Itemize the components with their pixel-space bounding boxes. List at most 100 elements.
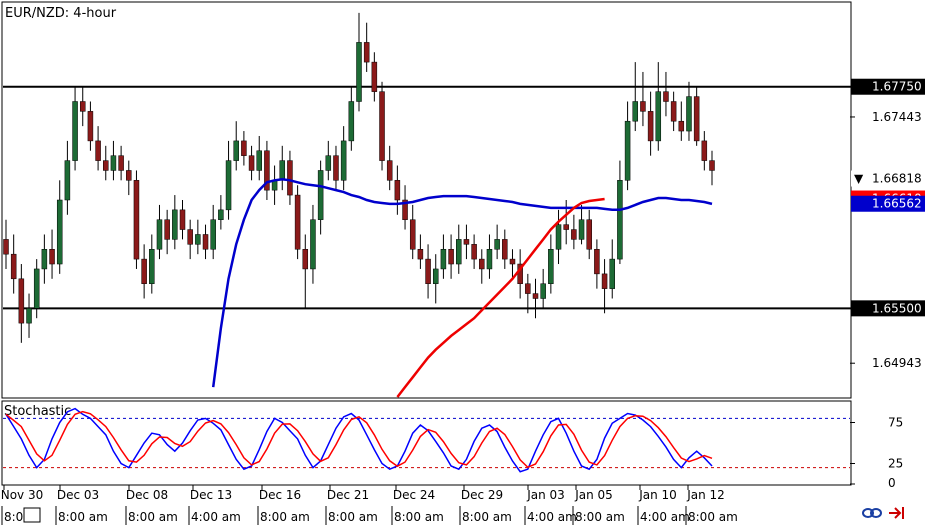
- moving-average-red: [396, 197, 605, 398]
- candle-body: [79, 101, 86, 112]
- candle-body: [509, 258, 516, 265]
- scroll-thumb[interactable]: [23, 507, 41, 523]
- stochastic-pane: [1, 400, 852, 486]
- candle-body: [647, 111, 654, 142]
- candle-body: [64, 160, 71, 201]
- level-label-resistance: 1.67750: [872, 80, 922, 94]
- time-label: 8:00 am: [575, 510, 625, 524]
- candle-body: [202, 234, 209, 250]
- candle-body: [49, 249, 55, 265]
- candle-body: [532, 293, 539, 299]
- candle-body: [632, 101, 639, 122]
- candle-body: [333, 155, 339, 181]
- price-tag-current-price: [851, 170, 925, 187]
- candle-body: [617, 180, 623, 260]
- candle-body: [678, 120, 685, 132]
- candle-body: [663, 91, 669, 102]
- candle-body: [563, 224, 569, 230]
- candle-body: [302, 249, 309, 270]
- candle-body: [432, 268, 439, 284]
- time-axis: Nov 30 Dec 03 Dec 08 Dec 13 Dec 16 Dec 21 Dec …: [1, 485, 738, 525]
- sync-icon[interactable]: [862, 508, 882, 518]
- candle-body: [248, 155, 255, 171]
- candle-body: [555, 224, 562, 250]
- stochastic-title: Stochastic: [4, 404, 71, 419]
- candle-body: [348, 101, 355, 142]
- candle-body: [287, 160, 293, 196]
- candle-body: [379, 91, 385, 161]
- candle-body: [609, 258, 615, 289]
- candle-body: [409, 219, 416, 250]
- time-label: 8:00 am: [128, 510, 178, 524]
- stochastic-tick-label: 25: [888, 457, 903, 471]
- date-label: Jan 10: [638, 488, 677, 502]
- candle-body: [417, 249, 424, 260]
- candle-body: [686, 96, 692, 132]
- time-label: 8:00 am: [260, 510, 310, 524]
- candle-body: [540, 283, 546, 299]
- stochastic-layer: 75 25 0: [3, 407, 903, 490]
- candle-body: [456, 239, 462, 265]
- candle-body: [141, 258, 147, 284]
- stochastic-d-line: [5, 410, 713, 469]
- price-tag-label-current-price: 1.66818: [872, 172, 922, 186]
- levels-layer: 1.67750 1.65500: [3, 78, 925, 317]
- date-label: Nov 30: [1, 488, 44, 502]
- time-label: 8:00 am: [394, 510, 444, 524]
- price-tag-marker: ▼: [854, 172, 864, 186]
- candle-body: [594, 249, 600, 275]
- candle-body: [670, 101, 677, 122]
- candle-body: [3, 239, 9, 255]
- time-label: 4:00 am: [527, 510, 577, 524]
- time-label: 4:00 am: [191, 510, 241, 524]
- time-label: 8:0: [4, 510, 23, 524]
- scroll-to-end-icon[interactable]: [889, 507, 904, 519]
- stochastic-tick-label: 75: [888, 416, 903, 430]
- candle-body: [402, 199, 408, 220]
- price-tick-label: 1.64943: [872, 356, 922, 370]
- date-label: Dec 16: [259, 488, 301, 502]
- candle-body: [624, 120, 631, 181]
- candle-body: [18, 278, 25, 324]
- date-label: Jan 12: [686, 488, 725, 502]
- stochastic-k-line: [5, 407, 713, 473]
- candle-body: [156, 219, 163, 250]
- date-label: Dec 29: [461, 488, 503, 502]
- candle-body: [693, 96, 700, 142]
- level-tag-support: [851, 300, 925, 317]
- date-label: Dec 13: [190, 488, 232, 502]
- candle-body: [479, 258, 485, 270]
- candle-body: [187, 229, 193, 245]
- candle-body: [655, 91, 662, 142]
- candle-body: [548, 249, 554, 284]
- candle-body: [256, 150, 262, 171]
- candle-body: [440, 249, 447, 270]
- candle-body: [264, 150, 270, 191]
- candle-body: [33, 268, 40, 309]
- candle-body: [571, 229, 577, 240]
- date-label: Dec 08: [126, 488, 168, 502]
- time-label: 4:00 am: [640, 510, 690, 524]
- candle-body: [325, 155, 332, 171]
- candle-body: [225, 160, 232, 211]
- candle-body: [87, 111, 94, 142]
- candle-body: [709, 160, 715, 171]
- candle-body: [103, 160, 109, 171]
- candle-body: [218, 209, 224, 220]
- candle-body: [195, 234, 201, 245]
- price-pane: [1, 1, 852, 399]
- candle-body: [118, 155, 124, 171]
- candle-body: [601, 273, 608, 289]
- candle-body: [386, 160, 393, 181]
- level-tag-resistance: [851, 78, 925, 95]
- date-label: Jan 03: [526, 488, 565, 502]
- candle-body: [494, 239, 500, 250]
- candle-body: [463, 239, 470, 245]
- candle-body: [310, 219, 316, 270]
- candle-body: [502, 239, 508, 260]
- candle-body: [56, 199, 63, 265]
- time-label: 8:00 am: [688, 510, 738, 524]
- candle-body: [10, 253, 17, 280]
- moving-averages-layer: [211, 178, 713, 398]
